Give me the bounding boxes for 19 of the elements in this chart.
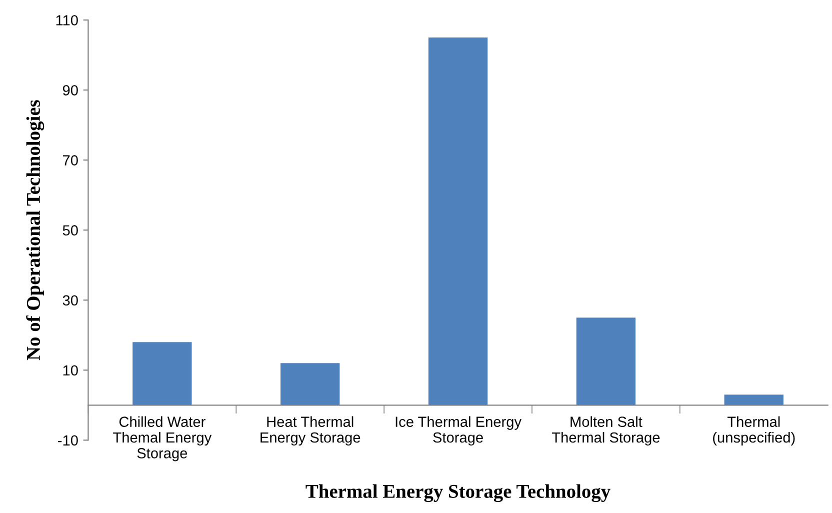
bar [576,318,636,406]
x-tick-label: Heat Thermal Energy Storage [260,416,360,446]
y-tick-label: 50 [62,225,78,236]
x-tick-label: Molten Salt Thermal Storage [552,416,660,446]
y-tick-label: -10 [58,435,78,446]
x-axis-title: Thermal Energy Storage Technology [306,484,610,502]
bar [132,342,192,406]
y-tick-label: 90 [62,85,78,96]
x-tick-label: Ice Thermal Energy Storage [396,416,522,446]
y-axis-title: No of Operational Technologies [26,100,44,360]
y-tick-label: 30 [62,295,78,306]
bar [280,363,340,406]
bar [428,38,488,406]
bar [724,394,784,406]
x-tick-label: Chilled Water Themal Energy Storage [113,416,212,462]
y-tick-label: 10 [63,365,78,376]
y-tick-label: 110 [56,15,78,26]
y-tick-label: 70 [63,155,78,166]
x-tick-label: Thermal (unspecified) [713,416,795,446]
